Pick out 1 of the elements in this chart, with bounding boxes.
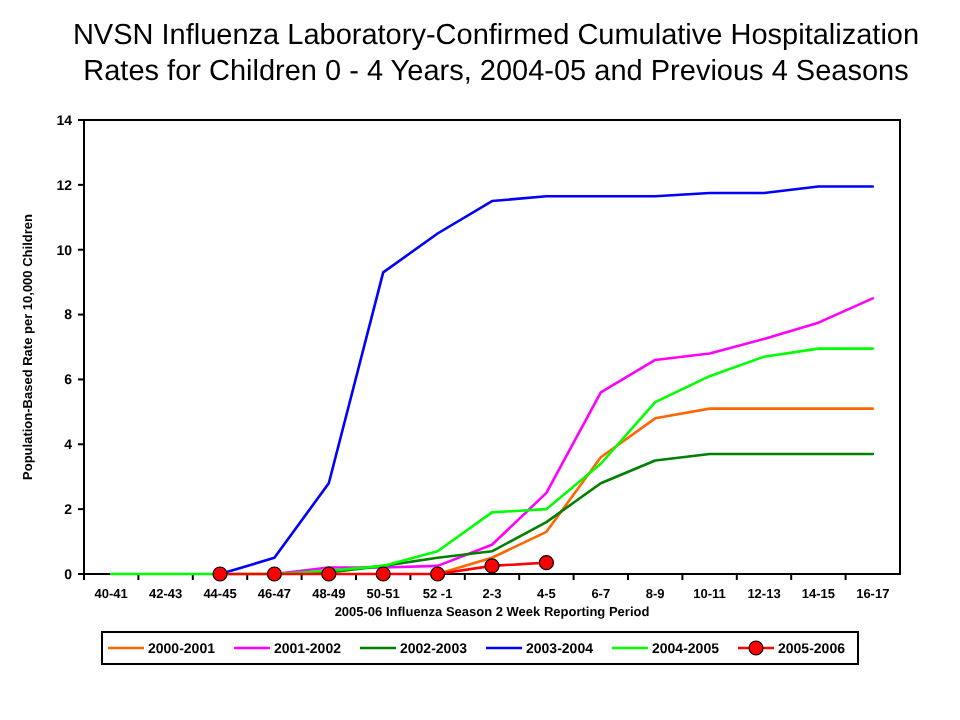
- chart-title: NVSN Influenza Laboratory-Confirmed Cumulative Hospitalization Rates for Children 0 - 4 Years, 2004-05 and Previous 4 Seasons: [72, 20, 920, 88]
